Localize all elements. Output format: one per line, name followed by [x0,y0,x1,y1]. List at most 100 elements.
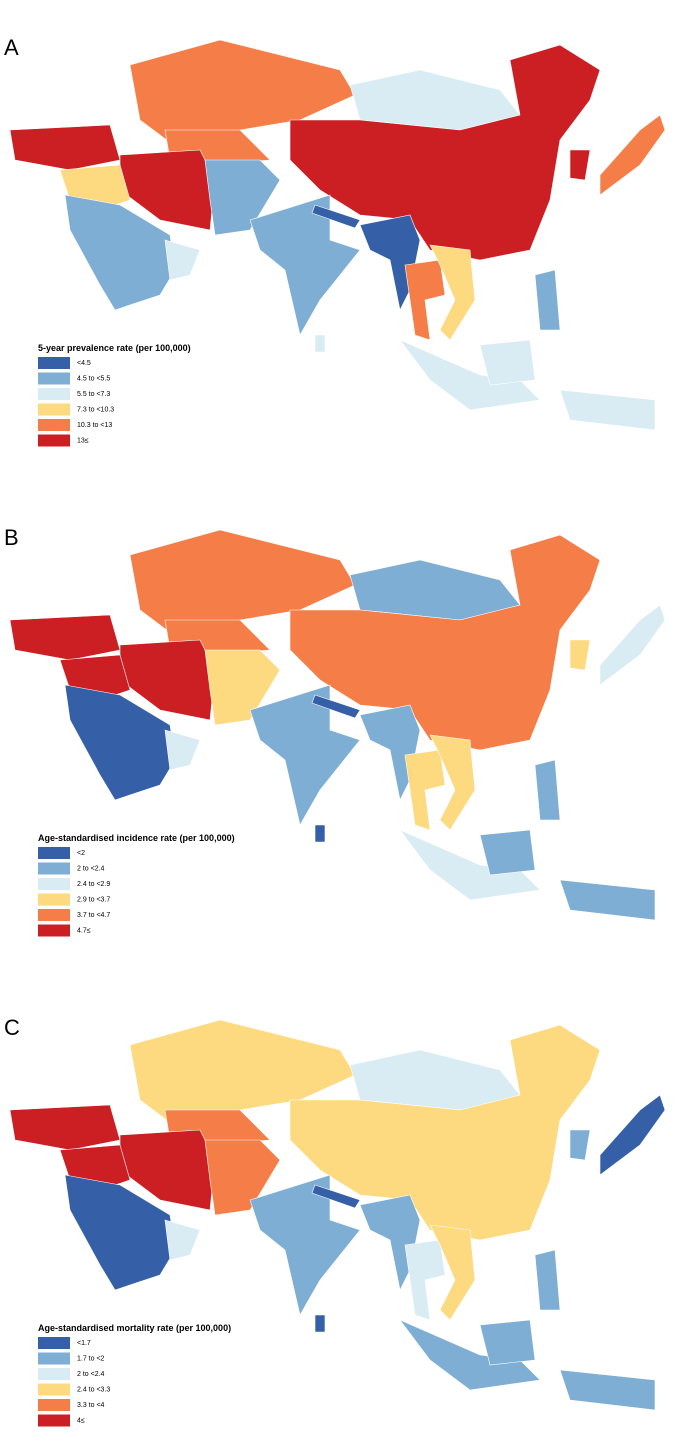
legend-label: <4.5 [77,360,91,367]
legend-swatch [38,924,70,937]
panel-letter: A [4,35,19,60]
legend-label: 5.5 to <7.3 [77,391,110,398]
country [349,69,521,131]
country [599,604,666,686]
country [349,1049,521,1111]
country [534,1249,561,1311]
country [429,1224,476,1321]
legend-swatch [38,847,70,859]
panel-letter: B [4,525,19,550]
country [429,244,476,341]
panel: A 5-year prevalence rate (per 100,000) <4.… [4,35,666,447]
panel: B Age-standardised incidence rate (per 10… [4,525,666,937]
country [404,259,446,341]
country [359,704,421,801]
country [559,389,656,431]
legend-label: <2 [77,850,85,857]
country [9,124,121,171]
legend-swatch [38,1337,70,1349]
legend-title: 5-year prevalence rate (per 100,000) [38,343,191,353]
country [311,1184,361,1209]
legend-label: 13≤ [77,437,89,444]
country [289,534,601,751]
country [359,214,421,311]
country [399,339,541,411]
country [479,339,536,386]
country [64,194,176,311]
legend-swatch [38,419,70,431]
legend-title: Age-standardised incidence rate (per 100… [38,833,235,843]
country [314,824,326,843]
country [404,1239,446,1321]
legend-swatch [38,434,70,447]
country [204,649,281,726]
country [204,159,281,236]
country [164,729,201,771]
legend-swatch [38,1383,70,1396]
map [9,529,666,921]
legend-label: 3.3 to <4 [77,1402,105,1409]
legend-label: 4.7≤ [77,927,91,934]
country [569,149,591,181]
country [204,1139,281,1216]
country [479,829,536,876]
country [599,114,666,196]
country [64,684,176,801]
legend-swatch [38,862,70,875]
legend-swatch [38,1352,70,1365]
panel-letter: C [4,1015,20,1040]
country [9,1104,121,1151]
legend-label: <1.7 [77,1340,91,1347]
country [164,1219,201,1261]
country [569,639,591,671]
legend-swatch [38,388,70,400]
country [559,879,656,921]
country [311,204,361,229]
panel: C Age-standardised mortality rate (per 10… [4,1015,666,1427]
legend-label: 2 to <2.4 [77,1371,105,1378]
legend-label: 1.7 to <2 [77,1355,105,1362]
legend-label: 2.4 to <2.9 [77,881,110,888]
legend-swatch [38,357,70,369]
country [314,1314,326,1333]
country [534,759,561,821]
country [311,694,361,719]
legend-swatch [38,1414,70,1427]
legend-title: Age-standardised mortality rate (per 100… [38,1323,231,1333]
country [359,1194,421,1291]
map [9,1019,666,1411]
legend-swatch [38,372,70,385]
country [289,1024,601,1241]
country [599,1094,666,1176]
country [559,1369,656,1411]
country [164,239,201,281]
legend-swatch [38,403,70,416]
legend-label: 4≤ [77,1417,85,1424]
country [399,829,541,901]
legend-swatch [38,1368,70,1380]
country [289,44,601,261]
country [399,1319,541,1391]
legend-swatch [38,909,70,921]
country [64,1174,176,1291]
legend-label: 2.4 to <3.3 [77,1386,110,1393]
country [534,269,561,331]
legend-label: 4.5 to <5.5 [77,375,110,382]
country [404,749,446,831]
legend-label: 2 to <2.4 [77,865,105,872]
country [314,334,326,353]
legend-swatch [38,878,70,890]
legend-label: 7.3 to <10.3 [77,406,114,413]
country [479,1319,536,1366]
map [9,39,666,431]
country [569,1129,591,1161]
country [9,614,121,661]
legend-swatch [38,1399,70,1411]
country [429,734,476,831]
legend-label: 3.7 to <4.7 [77,912,110,919]
legend-label: 10.3 to <13 [77,422,112,429]
legend-swatch [38,893,70,906]
country [349,559,521,621]
legend-label: 2.9 to <3.7 [77,896,110,903]
